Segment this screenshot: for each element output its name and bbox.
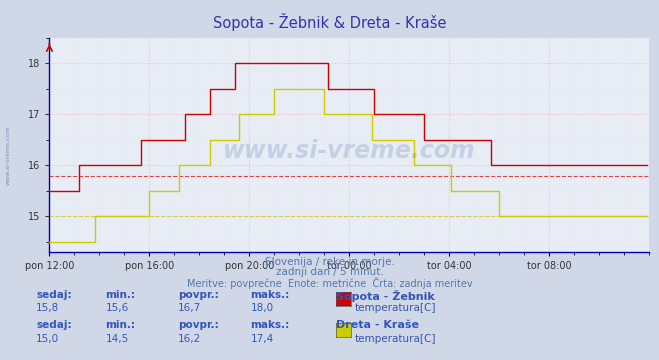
Text: 15,6: 15,6 [105,303,129,313]
Text: zadnji dan / 5 minut.: zadnji dan / 5 minut. [275,267,384,277]
Text: sedaj:: sedaj: [36,320,72,330]
Text: sedaj:: sedaj: [36,290,72,300]
Text: maks.:: maks.: [250,290,290,300]
Text: www.si-vreme.com: www.si-vreme.com [223,139,476,163]
Text: 15,0: 15,0 [36,334,59,344]
Text: 17,4: 17,4 [250,334,273,344]
Text: 16,7: 16,7 [178,303,201,313]
Text: www.si-vreme.com: www.si-vreme.com [5,125,11,185]
Text: Slovenija / reke in morje.: Slovenija / reke in morje. [264,257,395,267]
Text: 14,5: 14,5 [105,334,129,344]
Text: min.:: min.: [105,320,136,330]
Text: Sopota - Žebnik & Dreta - Kraše: Sopota - Žebnik & Dreta - Kraše [213,13,446,31]
Text: povpr.:: povpr.: [178,290,219,300]
Text: Sopota - Žebnik: Sopota - Žebnik [336,290,435,302]
Text: temperatura[C]: temperatura[C] [355,303,436,313]
Text: min.:: min.: [105,290,136,300]
Text: maks.:: maks.: [250,320,290,330]
Text: temperatura[C]: temperatura[C] [355,334,436,344]
Text: povpr.:: povpr.: [178,320,219,330]
Text: Dreta - Kraše: Dreta - Kraše [336,320,419,330]
Text: 18,0: 18,0 [250,303,273,313]
Text: 15,8: 15,8 [36,303,59,313]
Text: Meritve: povprečne  Enote: metrične  Črta: zadnja meritev: Meritve: povprečne Enote: metrične Črta:… [186,277,473,289]
Text: 16,2: 16,2 [178,334,201,344]
